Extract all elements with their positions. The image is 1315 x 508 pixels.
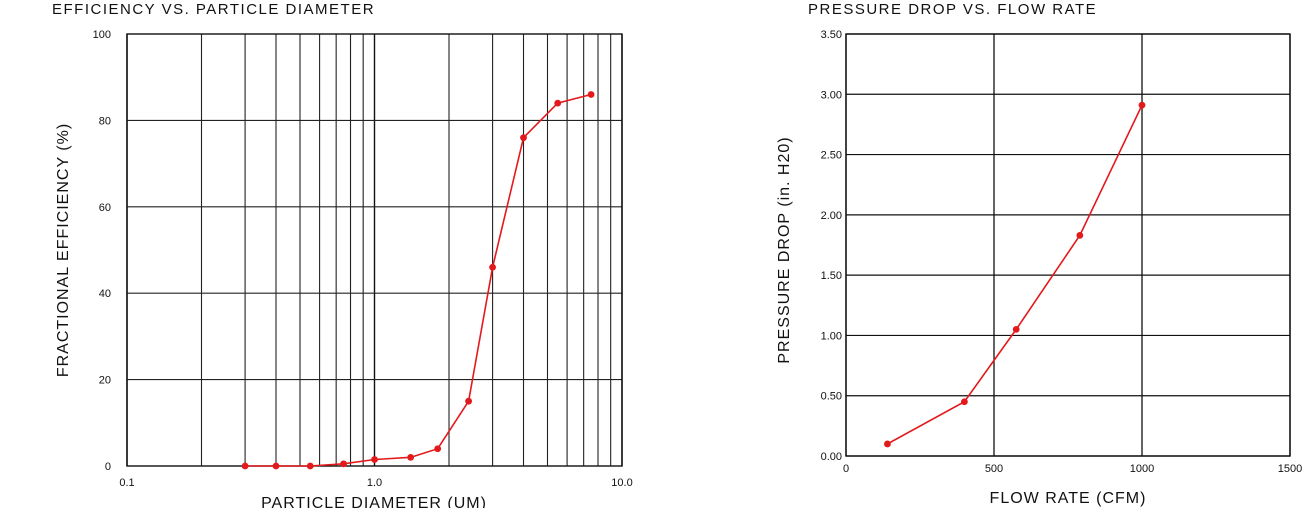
y-tick-label: 1.00 [821, 330, 842, 342]
pressure-grid [845, 33, 1291, 457]
efficiency-data-point [554, 99, 562, 107]
y-tick-label: 0 [105, 461, 111, 473]
efficiency-data-point [434, 445, 442, 453]
pressure-series [884, 101, 1146, 448]
efficiency-data-point [306, 462, 314, 470]
x-tick-label: 500 [985, 463, 1003, 475]
y-tick-label: 0.50 [821, 391, 842, 403]
x-tick-label: 10.0 [611, 477, 632, 489]
pressure-chart: PRESSURE DROP VS. FLOW RATE 0 500 1000 1500… [776, 1, 1302, 507]
y-tick-label: 80 [99, 115, 111, 127]
efficiency-x-axis-label: PARTICLE DIAMETER (UM) [261, 495, 487, 508]
efficiency-data-point [371, 456, 378, 463]
pressure-data-point [1138, 101, 1146, 109]
y-tick-label: 3.50 [821, 29, 842, 41]
pressure-chart-title: PRESSURE DROP VS. FLOW RATE [808, 1, 1097, 18]
pressure-data-point [884, 440, 891, 448]
efficiency-data-point [489, 263, 496, 271]
efficiency-chart: EFFICIENCY VS. PARTICLE DIAMETER 0.1 1.0 1… [52, 1, 633, 508]
efficiency-data-point [465, 397, 473, 405]
pressure-x-axis-label: FLOW RATE (CFM) [990, 490, 1147, 507]
y-tick-label: 100 [93, 29, 111, 41]
efficiency-data-point [520, 134, 527, 142]
y-tick-label: 20 [99, 375, 111, 387]
pressure-series-line [887, 104, 1143, 445]
efficiency-data-point [340, 460, 347, 468]
pressure-y-ticks: 0.00 0.50 1.00 1.50 2.00 2.50 3.00 3.50 [821, 29, 842, 463]
x-tick-label: 0.1 [119, 477, 134, 489]
pressure-y-axis-label: PRESSURE DROP (in. H20) [776, 136, 793, 363]
x-tick-label: 0 [843, 463, 849, 475]
efficiency-chart-title: EFFICIENCY VS. PARTICLE DIAMETER [52, 1, 375, 18]
efficiency-plot-frame [126, 33, 623, 467]
y-tick-label: 3.00 [821, 89, 842, 101]
efficiency-x-ticks: 0.1 1.0 10.0 [119, 477, 632, 489]
x-tick-label: 1000 [1130, 463, 1154, 475]
pressure-x-ticks: 0 500 1000 1500 [843, 463, 1302, 475]
pressure-data-point [1012, 326, 1020, 333]
efficiency-series [241, 91, 595, 470]
y-tick-label: 60 [99, 202, 111, 214]
x-tick-label: 1.0 [367, 477, 382, 489]
efficiency-data-point [272, 462, 280, 470]
y-tick-label: 1.50 [821, 270, 842, 282]
efficiency-y-axis-label: FRACTIONAL EFFICIENCY (%) [55, 123, 72, 377]
y-tick-label: 0.00 [821, 451, 842, 463]
efficiency-series-line [245, 93, 592, 467]
efficiency-grid [126, 33, 623, 467]
pressure-data-point [1076, 231, 1084, 239]
x-tick-label: 1500 [1278, 463, 1302, 475]
efficiency-data-point [587, 91, 595, 98]
y-tick-label: 2.50 [821, 150, 842, 162]
y-tick-label: 40 [99, 288, 111, 300]
pressure-plot-frame [845, 33, 1291, 457]
efficiency-data-point [241, 462, 249, 470]
y-tick-label: 2.00 [821, 210, 842, 222]
efficiency-y-ticks: 0 20 40 60 80 100 [93, 29, 111, 473]
efficiency-data-point [407, 453, 415, 461]
pressure-data-point [961, 398, 968, 406]
